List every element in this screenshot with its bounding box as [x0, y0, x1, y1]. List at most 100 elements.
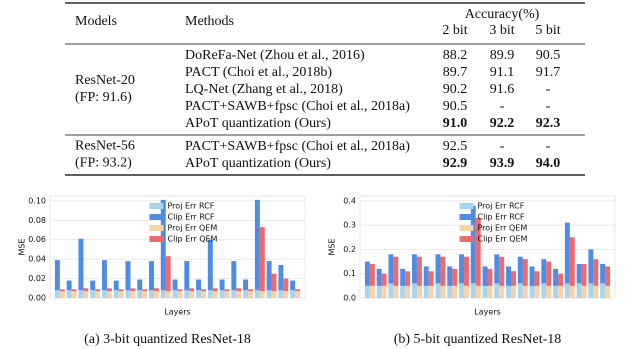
legend-swatch: [149, 203, 164, 209]
bar-segment: [564, 283, 570, 298]
bar-segment: [78, 238, 84, 291]
bar-segment: [435, 254, 441, 284]
bar-segment: [546, 285, 552, 298]
bar-segment: [423, 285, 429, 298]
legend-swatch: [149, 225, 164, 231]
bar-segment: [142, 289, 148, 292]
bar-segment: [576, 264, 582, 284]
table-model: ResNet-20: [75, 73, 135, 88]
bar-segment: [59, 291, 65, 298]
y-tick-label: 0.08: [28, 216, 46, 225]
bar-segment: [428, 285, 434, 298]
bar-segment: [388, 283, 394, 298]
bar-segment: [283, 278, 289, 292]
bar-segment: [511, 285, 516, 298]
bar-segment: [440, 285, 446, 298]
legend-swatch: [459, 236, 474, 242]
bar-segment: [452, 285, 458, 298]
bar-segment: [66, 280, 72, 291]
y-tick-label: 0.3: [343, 221, 356, 230]
bar-segment: [463, 256, 469, 286]
legend-label: Proj Err QEM: [478, 224, 528, 233]
bar-segment: [259, 227, 265, 292]
bar-segment: [475, 217, 481, 286]
table-method: PACT (Choi et al., 2018b): [185, 65, 332, 80]
bar-segment: [470, 205, 476, 284]
bar-segment: [283, 291, 289, 298]
bar-segment: [499, 285, 505, 298]
bar-segment: [125, 261, 131, 291]
x-axis-label: Layers: [474, 308, 500, 317]
bar-segment: [248, 291, 254, 298]
bar-segment: [423, 266, 429, 286]
bar-segment: [440, 256, 446, 286]
bar-segment: [106, 288, 112, 292]
bar-segment: [137, 279, 143, 291]
bar-segment: [271, 273, 277, 292]
bar-segment: [71, 291, 77, 298]
table-method: APoT quantization (Ours): [185, 116, 331, 131]
bar-segment: [522, 285, 528, 298]
bar-segment: [416, 256, 422, 286]
bar-segment: [207, 290, 213, 298]
bar-segment: [271, 291, 277, 298]
bar-segment: [231, 290, 237, 298]
bar-segment: [517, 256, 523, 284]
bar-segment: [447, 285, 453, 298]
table-cell: 92.2: [490, 116, 515, 131]
bar-segment: [254, 290, 260, 298]
bar-segment: [236, 291, 242, 298]
bar-segment: [522, 259, 528, 286]
bar-segment: [295, 291, 301, 298]
legend-label: Clip Err RCF: [168, 213, 215, 222]
bar-segment: [125, 290, 131, 298]
bar-segment: [130, 288, 136, 292]
bar-segment: [165, 291, 171, 298]
bar-segment: [83, 288, 89, 292]
bar-segment: [482, 266, 488, 286]
bar-segment: [243, 290, 249, 298]
legend-label: Proj Err RCF: [478, 202, 525, 211]
bar-segment: [189, 288, 195, 292]
bar-segment: [376, 285, 382, 298]
bar-segment: [588, 249, 594, 284]
bar-segment: [506, 266, 512, 286]
bar-segment: [224, 289, 230, 292]
legend-swatch: [149, 214, 164, 220]
bar-segment: [364, 261, 370, 286]
bar-segment: [137, 290, 143, 298]
legend-label: Proj Err RCF: [168, 202, 215, 211]
y-axis-label: MSE: [328, 238, 337, 255]
caption: (b) 5-bit quantized ResNet-18: [394, 332, 562, 347]
bar-segment: [149, 290, 154, 298]
legend-label: Clip Err QEM: [478, 235, 528, 244]
y-tick-label: 0.4: [343, 196, 356, 205]
bar-segment: [534, 285, 540, 298]
bar-segment: [517, 283, 523, 298]
bar-segment: [278, 264, 284, 291]
bar-segment: [153, 291, 159, 298]
table-cell: 90.5: [536, 48, 561, 63]
bar-segment: [393, 256, 399, 286]
table-cell: 94.0: [536, 156, 561, 171]
legend-swatch: [459, 214, 474, 220]
bar-segment: [142, 291, 148, 298]
bar-segment: [78, 290, 84, 298]
bar-segment: [153, 288, 159, 292]
bar-segment: [95, 291, 101, 298]
bar-segment: [581, 264, 587, 286]
bar-segment: [553, 285, 559, 298]
legend-swatch: [459, 225, 474, 231]
bar-segment: [605, 285, 611, 298]
bar-segment: [435, 283, 441, 298]
bar-segment: [106, 291, 112, 298]
bar-segment: [172, 279, 178, 291]
bar-segment: [165, 256, 171, 292]
bar-segment: [400, 285, 406, 298]
table-cell: -: [546, 139, 551, 154]
y-tick-label: 0.06: [28, 235, 46, 244]
table-cell: 92.3: [536, 116, 561, 131]
bar-segment: [558, 285, 564, 298]
bar-segment: [376, 268, 382, 286]
